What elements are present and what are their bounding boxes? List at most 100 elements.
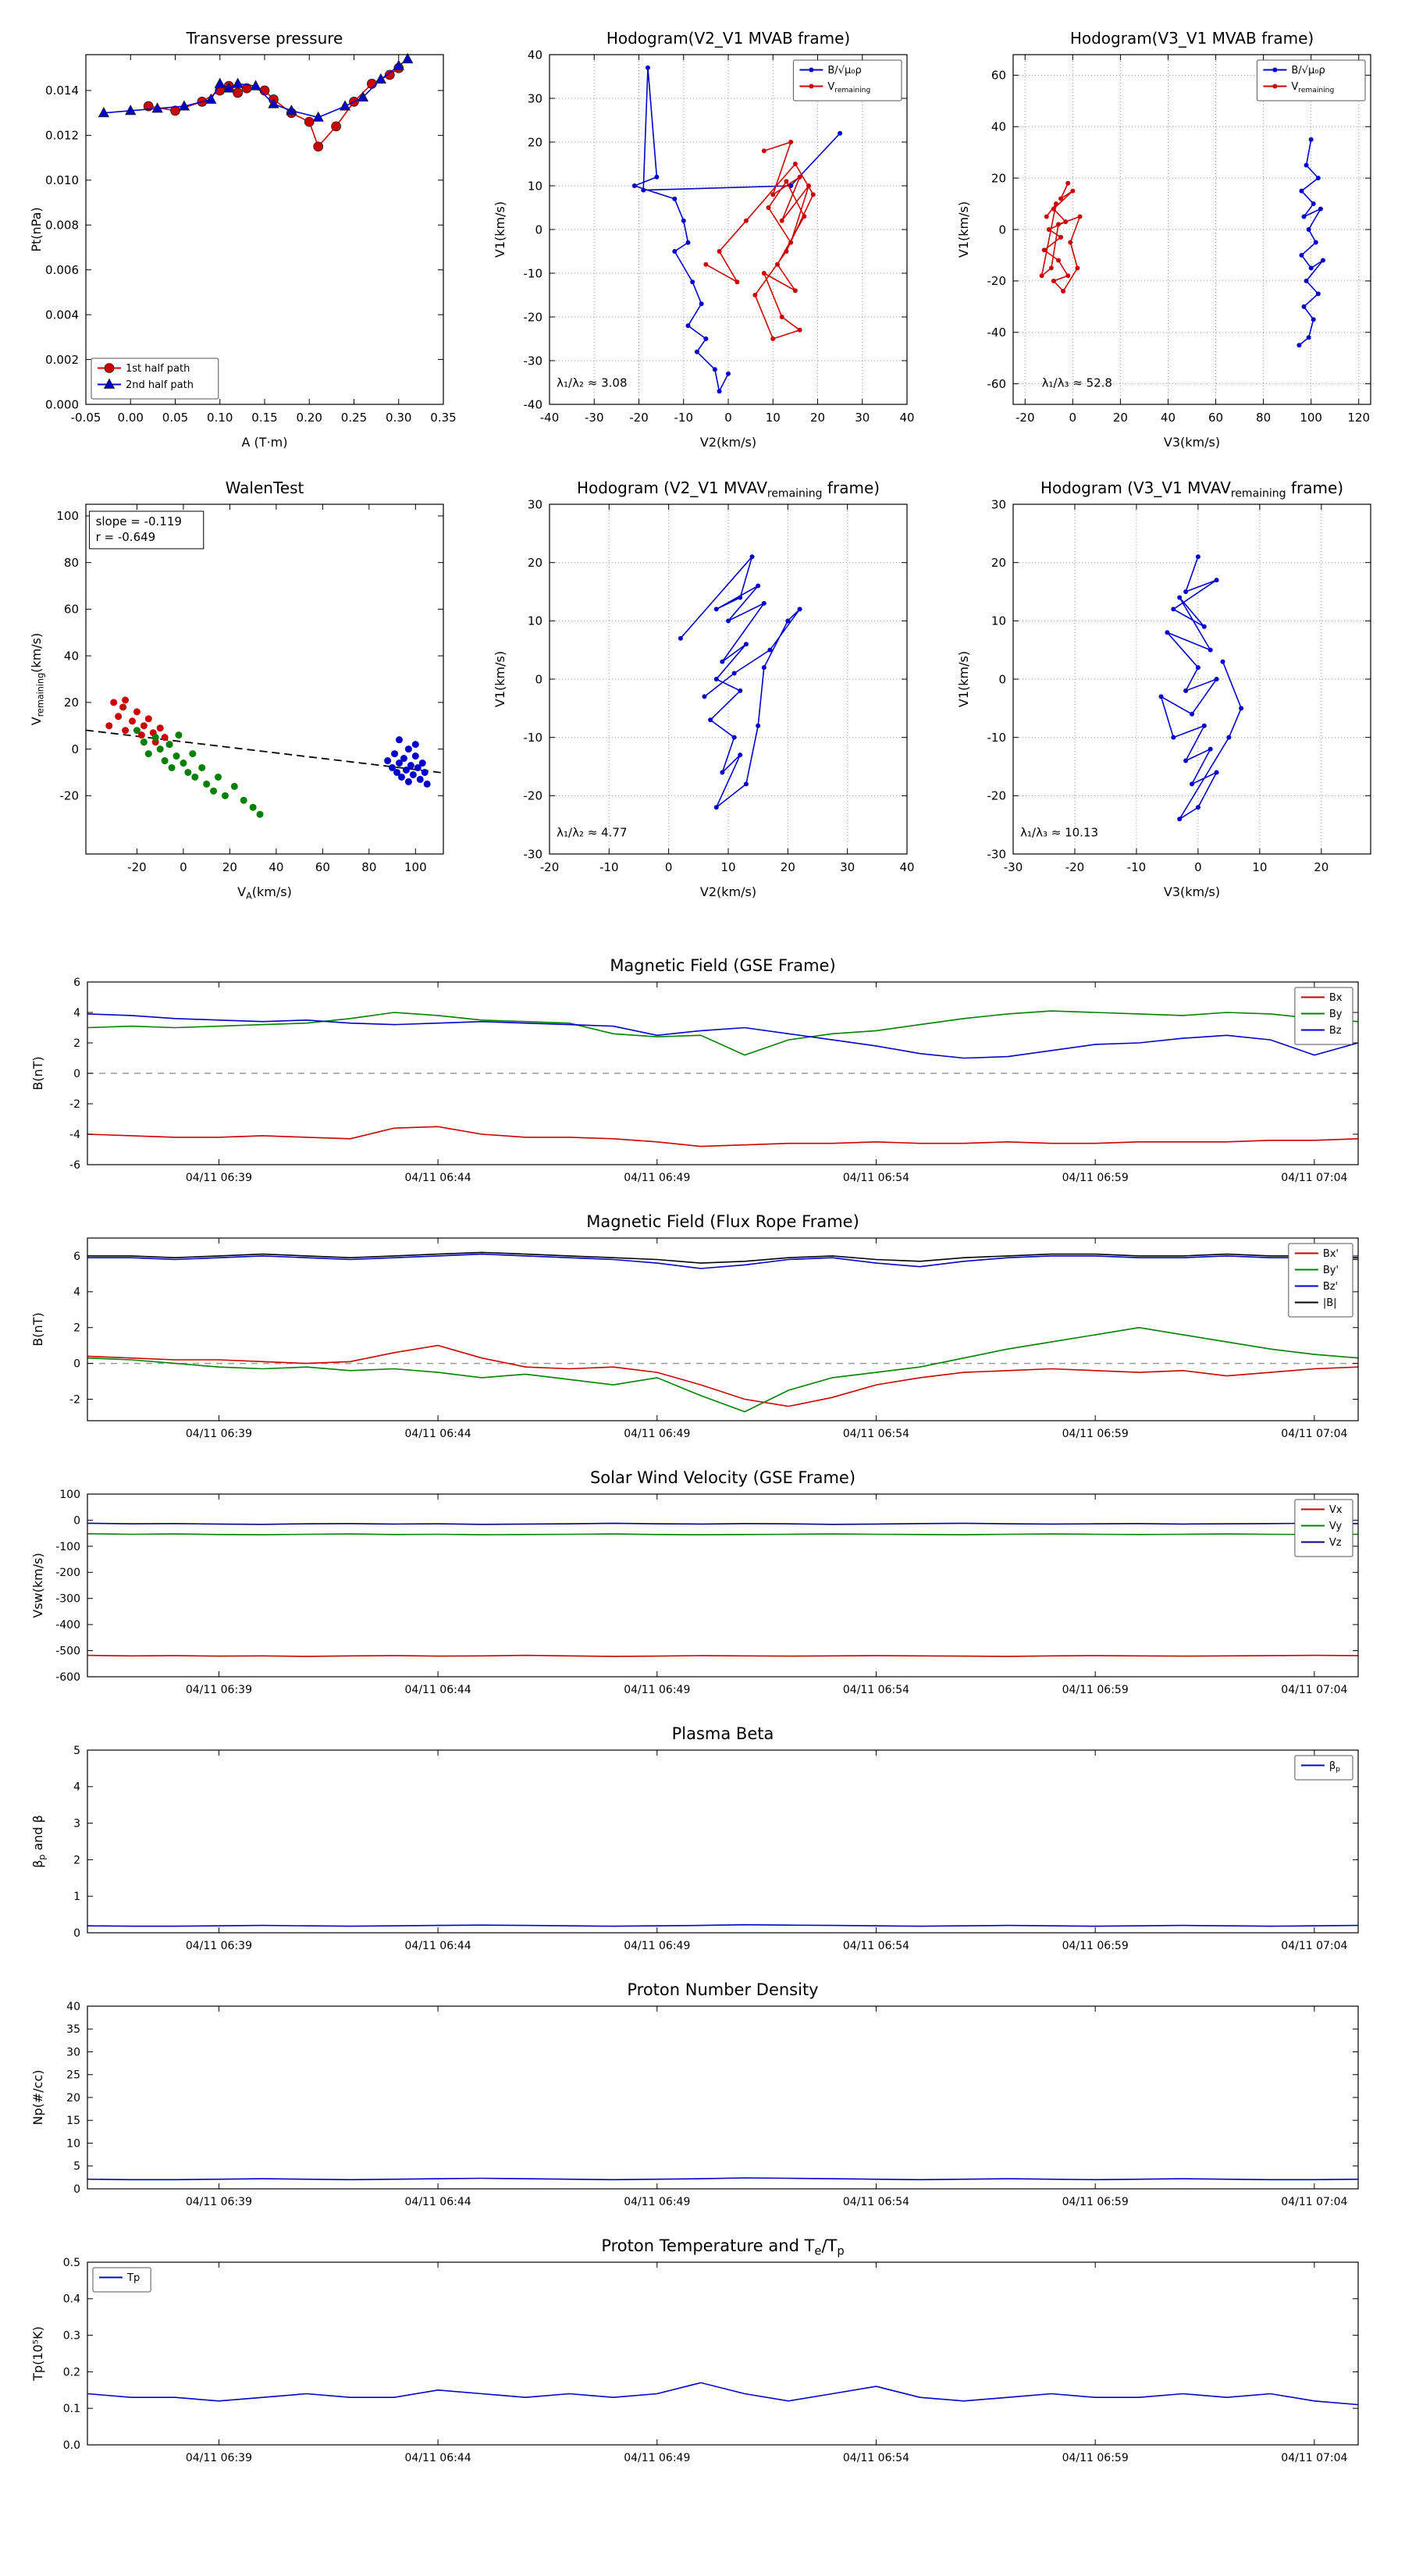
x-tick-label: 04/11 07:04 [1281,2196,1347,2208]
y-tick-label: -20 [524,789,543,803]
plasma-beta-svg: 04/11 06:39 04/11 06:44 04/11 06:49 04/11 0… [30,1724,1359,1952]
y-tick-label: 0.000 [45,397,79,411]
chart-hodogram-v3v1-mvab: -20 0 20 40 60 80 100 120 -60 -40 -20 0 20 40 60 Hodogr… [948,17,1385,454]
x-tick-label: 04/11 06:44 [405,1428,471,1440]
magnetic-field-gse-svg: 04/11 06:39 04/11 06:44 04/11 06:49 04/11 0… [30,956,1359,1184]
chart-title: Magnetic Field (Flux Rope Frame) [586,1212,859,1231]
chart-hodogram-v2v1-mvav: -20 -10 0 10 20 30 40 -30 -20 -10 0 10 20 30 Hodogram … [484,467,921,904]
x-tick-label: 04/11 07:04 [1281,1940,1347,1952]
y-axis-label: βp and β [30,1815,48,1868]
legend-label: 2nd half path [126,379,194,391]
proton-temperature-svg: 04/11 06:39 04/11 06:44 04/11 06:49 04/11 0… [30,2236,1359,2464]
plot-area [86,504,443,854]
x-tick-label: -20 [1016,411,1035,425]
chart-title: Proton Temperature and Te/Tp [601,2236,844,2258]
x-tick-label: -0.05 [71,411,101,425]
y-axis-label: Tp(10⁵K) [30,2326,45,2382]
x-tick-label: -20 [540,860,560,874]
y-tick-label: 0.002 [45,353,79,367]
x-tick-label: -10 [674,411,694,425]
panel-proton-number-density: 04/11 06:39 04/11 06:44 04/11 06:49 04/11 0… [25,1973,1377,2217]
x-tick-label: -20 [629,411,649,425]
y-axis-label: V1(km/s) [956,201,971,258]
annotation-text: r = -0.649 [96,530,156,544]
second-row-charts: -20 0 20 40 60 80 100 -20 0 20 40 60 80 100 WalenTest V… [0,467,1405,904]
legend-box [91,358,219,400]
y-tick-label: -2 [69,1098,80,1111]
x-tick-label: 04/11 06:49 [624,1940,690,1952]
y-axis-label: V1(km/s) [493,201,507,258]
axes-frame [85,503,444,855]
plot-area [87,2006,1358,2189]
legend-label: Bz [1329,1025,1342,1037]
y-tick-label: 0.004 [45,308,79,322]
x-tick-label: 04/11 06:44 [405,1172,471,1184]
x-tick-label: 04/11 07:04 [1281,1172,1347,1184]
figure-canvas: -0.05 0.00 0.05 0.10 0.15 0.20 0.25 0.30 0.35 0.0… [0,17,1405,2464]
x-tick-label: 40 [269,860,283,874]
panel-plasma-beta: 04/11 06:39 04/11 06:44 04/11 06:49 04/11 0… [25,1717,1377,1961]
x-axis-label: V3(km/s) [1164,435,1220,450]
hodogram-v2v1-mvav-svg: -20 -10 0 10 20 30 40-30-20-100102030Hodogram … [493,479,915,899]
y-tick-label: -600 [55,1671,80,1684]
chart-hodogram-v3v1-mvav: -30 -20 -10 0 10 20 -30 -20 -10 0 10 20 30 Hodogram (… [948,467,1385,904]
hodogram-v3v1-mvav-svg: -30 -20 -10 0 10 20 -30 -20 -10 0 10 20 30 Hodogram (… [956,479,1371,899]
x-tick-label: 20 [222,860,237,874]
walen-test-svg: -20 0 20 40 60 80 100 -20 0 20 40 60 80 100 WalenTest V… [29,479,444,902]
x-tick-label: -10 [1127,860,1147,874]
series-line [87,1522,1359,1525]
series-line [632,67,841,393]
annotation-box [89,511,205,550]
legend-box [92,2267,151,2293]
panel-magnetic-field-flux-rope: 04/11 06:39 04/11 06:44 04/11 06:49 04/11 0… [25,1205,1377,1449]
series-line [87,1923,1359,1927]
legend-label: Vremaining [827,81,870,94]
x-tick-label: 04/11 06:39 [186,1428,252,1440]
y-tick-label: 4 [73,1007,80,1019]
y-tick-label: -20 [524,310,543,324]
y-tick-label: 30 [528,497,542,511]
hodogram-v3v1-mvab-svg: -20 0 20 40 60 80 100 120 -60 -40 -20 0 20 40 60 Hodogr… [956,29,1371,450]
x-tick-label: 0 [180,860,187,874]
y-tick-label: 0 [73,1357,80,1370]
x-tick-label: 04/11 06:44 [405,1684,471,1696]
y-tick-label: 10 [66,2137,80,2150]
x-tick-label: 04/11 06:59 [1062,2196,1129,2208]
x-tick-label: 04/11 06:39 [186,2196,252,2208]
y-tick-label: 0 [71,742,79,756]
y-tick-label: 100 [59,1489,80,1501]
x-tick-label: 40 [899,860,914,874]
x-tick-label: 04/11 06:49 [624,1172,690,1184]
panel-magnetic-field-gse: 04/11 06:39 04/11 06:44 04/11 06:49 04/11 0… [25,949,1377,1193]
x-tick-label: 120 [1347,411,1370,425]
legend-label: By' [1323,1265,1339,1276]
x-tick-label: -30 [585,411,604,425]
legend-box [1294,1755,1353,1781]
x-tick-label: -10 [599,860,619,874]
chart-title: Hodogram (V3_V1 MVAVremaining frame) [1040,479,1343,500]
y-tick-label: 0 [73,2183,80,2196]
y-tick-label: 0.3 [63,2330,80,2343]
y-axis-label: V1(km/s) [493,651,507,707]
axes-frame [87,2261,1359,2446]
series-line [87,2382,1359,2406]
series-line [87,2177,1359,2181]
y-tick-label: -60 [987,377,1007,391]
y-axis-label: Np(#/cc) [30,2070,45,2126]
series-line [87,1251,1359,1264]
y-tick-label: -400 [55,1619,80,1631]
x-tick-label: 40 [899,411,914,425]
x-tick-label: 04/11 06:39 [186,1684,252,1696]
y-tick-label: 0.010 [45,173,79,187]
x-tick-label: 0.20 [297,411,322,425]
chart-title: Hodogram(V2_V1 MVAB frame) [606,29,850,48]
y-tick-label: -2 [69,1393,80,1406]
x-tick-label: 04/11 06:44 [405,2452,471,2464]
legend-box [1294,987,1353,1045]
y-axis-label: V1(km/s) [956,651,971,707]
y-tick-label: 0 [998,672,1006,686]
y-tick-label: 4 [73,1781,80,1794]
x-tick-label: 40 [1161,411,1176,425]
chart-title: WalenTest [226,479,304,497]
x-tick-label: 0 [724,411,732,425]
